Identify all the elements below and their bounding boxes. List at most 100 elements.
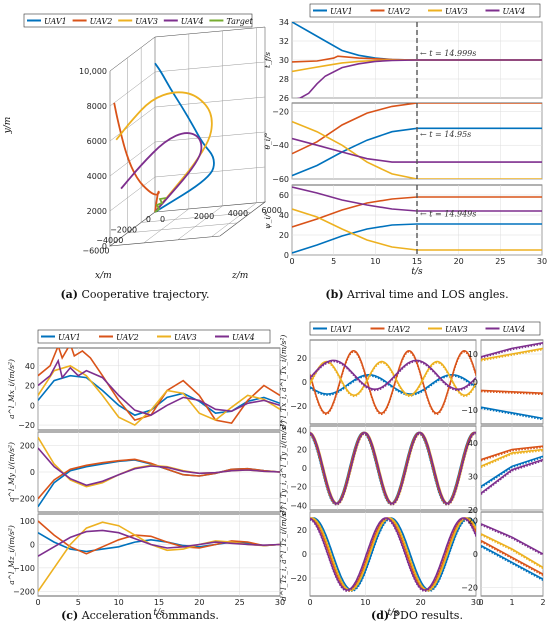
grid-line: [109, 141, 156, 177]
estimate-line-UAV4: [310, 432, 476, 506]
series-line-UAV3: [38, 364, 280, 427]
legend-label-UAV1: UAV1: [58, 333, 81, 342]
x-tick-label: 0: [146, 215, 151, 224]
y-tick-label: 40: [25, 362, 35, 371]
y-axis-label: d^l_Ty_i, â^l_Ty_i/(m/s²): [279, 421, 288, 516]
legend-label-UAV1: UAV1: [330, 325, 353, 334]
x-tick-label: 20: [416, 598, 426, 607]
panel-b2: −60 −40 −20 θ_i/° ← t = 14.95s: [263, 102, 543, 184]
y-tick-label: 30: [468, 472, 478, 481]
legend-label-UAV3: UAV3: [135, 17, 158, 26]
y-tick-label: −20: [290, 483, 307, 492]
legend-label-UAV4: UAV4: [503, 7, 526, 16]
panel-d2: −40 −20 0 20 40 d^l_Ty_i, â^l_Ty_i/(m/s²): [279, 421, 477, 516]
y-tick-label: 10: [468, 350, 478, 359]
y-tick-label: 0: [473, 378, 478, 387]
y-tick-label: 60: [279, 191, 289, 200]
x-tick-label: 10: [114, 598, 124, 607]
arrival-annotation: ← t = 14.95s: [420, 130, 471, 139]
y-tick-label: 10,000: [79, 67, 107, 76]
z-tick-label: 6000: [262, 206, 282, 215]
series-line-UAV1: [154, 62, 215, 213]
axis-edge: [154, 26, 266, 38]
z-axis-label: z/m: [231, 271, 248, 281]
y-tick-label: −20: [290, 402, 307, 411]
y-axis-label: θ_i/°: [263, 132, 272, 149]
panel-c3: −200 −100 0 100 0 5 10 15 20 25 30 t/s a^l_Mz_i/(m/s…: [7, 513, 285, 618]
legend-label-UAV2: UAV2: [388, 325, 411, 334]
y-tick-label: 20: [279, 231, 289, 240]
legend-label-UAV2: UAV2: [90, 17, 113, 26]
y-tick-label: 20: [25, 382, 35, 391]
estimate-line-UAV1: [481, 456, 543, 489]
x-tick-label: 30: [471, 598, 481, 607]
y-axis-label: a^l_My_i/(m/s²): [7, 442, 16, 502]
series-line-UAV3: [310, 517, 476, 591]
x-axis-label: t/s: [387, 608, 399, 618]
legend-label-UAV2: UAV2: [388, 7, 411, 16]
arrival-annotation: ← t = 14.949s: [420, 210, 476, 219]
y-tick-label: 2000: [87, 207, 107, 216]
y-tick-label: 0: [30, 540, 35, 549]
y-tick-label: −20: [272, 107, 289, 116]
x-tick-label: 0: [478, 598, 483, 607]
y-tick-label: 4000: [87, 172, 107, 181]
legend-label-UAV1: UAV1: [44, 17, 67, 26]
legend-a: UAV1 UAV2 UAV3 UAV4 Target: [23, 13, 254, 28]
series-line-UAV4: [296, 59, 542, 98]
y-tick-label: 200: [20, 441, 35, 450]
y-tick-label: 40: [297, 427, 307, 436]
y-axis-label: t_f/s: [263, 52, 272, 68]
y-tick-label: 0: [302, 550, 307, 559]
y-tick-label: −200: [13, 587, 35, 596]
x-tick-label: 25: [235, 598, 245, 607]
caption-c: (c) Acceleration commands.: [61, 609, 219, 622]
legend-label-UAV4: UAV4: [181, 17, 204, 26]
estimate-line-UAV3: [310, 518, 476, 592]
y-tick-label: 40: [279, 211, 289, 220]
series-group: [310, 349, 476, 416]
x-tick-label: 20: [454, 257, 464, 266]
x-tick-label: 0: [289, 257, 294, 266]
series-line-UAV3: [481, 347, 543, 361]
legend-label-UAV1: UAV1: [330, 7, 353, 16]
grid-line: [109, 71, 156, 107]
legend-box: [23, 13, 253, 28]
estimate-line-UAV2: [310, 351, 476, 416]
y-tick-label: 26: [279, 94, 289, 103]
series-group: [38, 520, 280, 592]
x-axis-label: t/s: [411, 267, 423, 277]
y-tick-label: −100: [13, 564, 35, 573]
x-tick-label: 20: [194, 598, 204, 607]
panel-d2z: 20 30 40: [468, 425, 544, 515]
x-axis-label: t/s: [153, 608, 165, 618]
x-tick-label: 2: [540, 598, 545, 607]
series-line-Target: [154, 197, 167, 213]
x-tick-label: 30: [537, 257, 547, 266]
y-tick-label: −200: [13, 495, 35, 504]
z-tick-label: 0: [160, 215, 165, 224]
y-tick-label: −20: [461, 584, 478, 593]
y-axis-label: a^l_Mz_i/(m/s²): [7, 525, 16, 585]
y-tick-label: 0: [302, 378, 307, 387]
legend-label-UAV2: UAV2: [116, 333, 139, 342]
grid-line: [177, 205, 223, 241]
y-tick-label: 20: [297, 445, 307, 454]
caption-a: (a) Cooperative trajectory.: [60, 288, 210, 301]
series-line-UAV4: [481, 458, 543, 494]
y-tick-label: −20: [290, 574, 307, 583]
legend-label-UAV4: UAV4: [503, 325, 526, 334]
x-tick-label: 15: [154, 598, 164, 607]
y-tick-label: 0: [102, 242, 107, 251]
estimate-line-UAV4: [481, 460, 543, 495]
x-tick-label: −4000: [96, 236, 123, 245]
y-tick-label: 20: [468, 506, 478, 515]
series-group: [310, 431, 476, 506]
y-axis-label: d^l_Tz_i, â^l_Tz_i/(m/s²): [279, 507, 288, 601]
y-tick-label: 20: [297, 354, 307, 363]
legend-c: UAV1 UAV2 UAV3 UAV4: [37, 329, 271, 344]
panel-c1: −20 0 20 40 a^l_Mx_i/(m/s²): [7, 347, 281, 431]
x-tick-label: 25: [495, 257, 505, 266]
series-line-UAV3: [481, 448, 543, 468]
